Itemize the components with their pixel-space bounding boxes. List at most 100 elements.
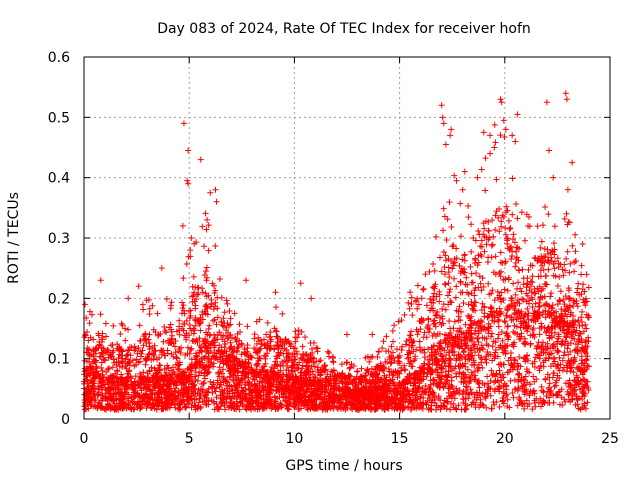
data-point: [330, 358, 336, 364]
data-point: [273, 304, 279, 310]
data-point: [376, 349, 382, 355]
data-point: [521, 406, 527, 412]
data-point: [555, 255, 561, 261]
data-point: [524, 284, 530, 290]
data-point: [582, 322, 588, 328]
data-point: [137, 322, 143, 328]
data-point: [160, 339, 166, 345]
data-point: [430, 261, 436, 267]
data-point: [224, 301, 230, 307]
data-point: [460, 391, 466, 397]
data-point: [551, 265, 557, 271]
data-point: [479, 365, 485, 371]
data-point: [232, 310, 238, 316]
data-point: [490, 343, 496, 349]
data-point: [563, 211, 569, 217]
data-point: [497, 404, 503, 410]
data-point: [559, 341, 565, 347]
data-point: [513, 249, 519, 255]
data-point: [437, 254, 443, 260]
data-point: [584, 271, 590, 277]
data-point: [200, 381, 206, 387]
data-point: [475, 336, 481, 342]
data-point: [485, 254, 491, 260]
data-point: [553, 382, 559, 388]
data-point: [177, 332, 183, 338]
data-point: [526, 297, 532, 303]
data-point: [390, 328, 396, 334]
data-point: [521, 275, 527, 281]
data-point: [446, 318, 452, 324]
data-point: [449, 266, 455, 272]
data-point: [422, 354, 428, 360]
data-point: [106, 365, 112, 371]
data-point: [461, 300, 467, 306]
data-point: [147, 340, 153, 346]
data-point: [551, 240, 557, 246]
data-point: [489, 287, 495, 293]
data-point: [451, 173, 457, 179]
data-point: [548, 290, 554, 296]
data-point: [415, 283, 421, 289]
data-point: [443, 307, 449, 313]
data-point: [140, 302, 146, 308]
data-point: [440, 321, 446, 327]
data-point: [473, 270, 479, 276]
data-point: [227, 322, 233, 328]
data-point: [465, 214, 471, 220]
data-point: [475, 228, 481, 234]
data-point: [513, 201, 519, 207]
data-point: [199, 224, 205, 230]
data-point: [511, 395, 517, 401]
data-point: [265, 320, 271, 326]
data-point: [380, 338, 386, 344]
data-point: [535, 223, 541, 229]
data-point: [564, 345, 570, 351]
data-point: [537, 331, 543, 337]
data-point: [571, 268, 577, 274]
data-point: [539, 238, 545, 244]
data-point: [97, 354, 103, 360]
data-point: [164, 296, 170, 302]
data-point: [184, 261, 190, 267]
data-point: [440, 227, 446, 233]
data-point: [445, 292, 451, 298]
data-point: [512, 264, 518, 270]
data-point: [575, 281, 581, 287]
data-point: [522, 238, 528, 244]
data-point: [402, 312, 408, 318]
data-point: [173, 354, 179, 360]
data-point: [528, 340, 534, 346]
data-point: [103, 320, 109, 326]
data-point: [441, 206, 447, 212]
data-point: [408, 328, 414, 334]
data-point: [468, 221, 474, 227]
data-point: [524, 306, 530, 312]
data-point: [98, 311, 104, 317]
data-point: [507, 226, 513, 232]
data-point: [502, 225, 508, 231]
data-point: [446, 289, 452, 295]
data-point: [496, 270, 502, 276]
data-point: [498, 259, 504, 265]
data-point: [204, 265, 210, 271]
data-point: [446, 199, 452, 205]
data-point: [189, 338, 195, 344]
data-point: [545, 400, 551, 406]
data-point: [578, 271, 584, 277]
data-point: [87, 320, 93, 326]
data-point: [201, 243, 207, 249]
data-point: [309, 346, 315, 352]
data-point: [516, 354, 522, 360]
data-point: [579, 263, 585, 269]
data-point: [501, 318, 507, 324]
data-point: [463, 275, 469, 281]
data-point: [424, 302, 430, 308]
data-point: [509, 212, 515, 218]
data-point: [479, 253, 485, 259]
data-point: [395, 319, 401, 325]
data-point: [545, 246, 551, 252]
data-point: [463, 406, 469, 412]
data-point: [567, 365, 573, 371]
data-point: [569, 243, 575, 249]
